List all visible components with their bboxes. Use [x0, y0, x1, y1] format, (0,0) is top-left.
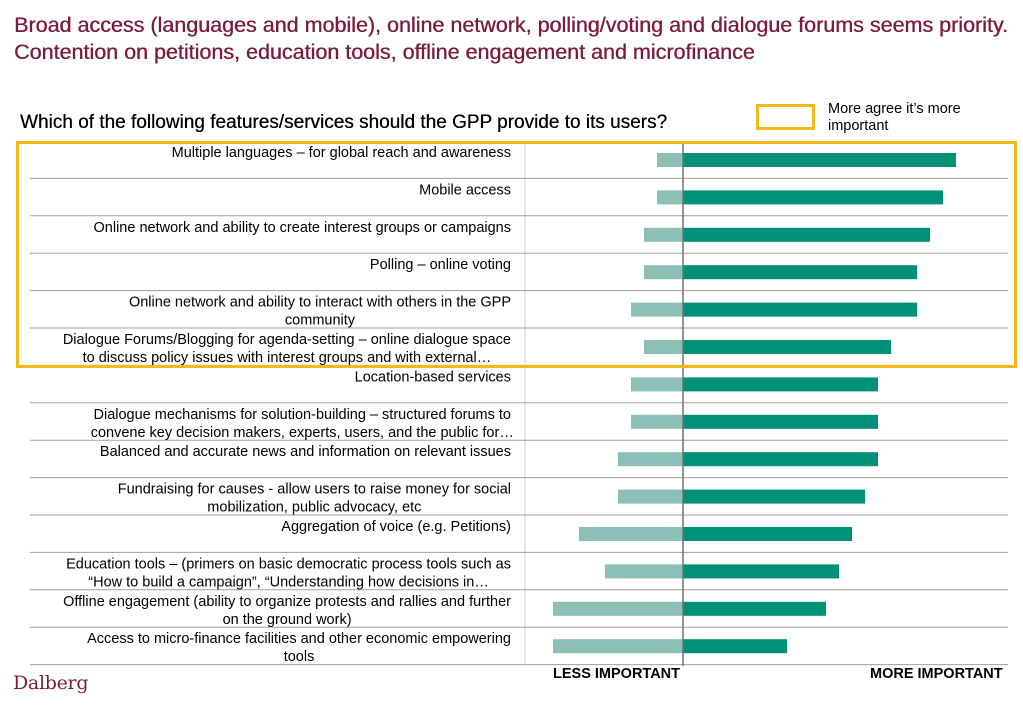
category-label: Dialogue Forums/Blogging for agenda-sett…: [63, 332, 511, 366]
bar-less-important: [631, 377, 683, 392]
bar-more-important: [683, 601, 826, 616]
slide-title: Broad access (languages and mobile), onl…: [14, 13, 1008, 64]
category-label-line: Dialogue mechanisms for solution-buildin…: [94, 407, 511, 423]
category-label: Location-based services: [355, 369, 511, 385]
dalberg-logo: Dalberg: [13, 672, 89, 694]
bar-less-important: [553, 601, 683, 616]
category-label-line: Education tools – (primers on basic demo…: [66, 556, 511, 572]
category-label-line: Location-based services: [355, 369, 511, 385]
bar-more-important: [683, 190, 943, 205]
bar-less-important: [553, 639, 683, 654]
bar-more-important: [683, 452, 878, 467]
category-label-line: “How to build a campaign”, “Understandin…: [88, 574, 489, 590]
bar-more-important: [683, 265, 917, 280]
category-label-line: convene key decision makers, experts, us…: [91, 425, 514, 441]
bar-more-important: [683, 639, 787, 654]
legend-swatch: [756, 104, 815, 130]
category-label-line: Dialogue Forums/Blogging for agenda-sett…: [63, 332, 511, 348]
bar-less-important: [631, 414, 683, 429]
category-label-line: Online network and ability to interact w…: [129, 295, 511, 311]
category-label: Aggregation of voice (e.g. Petitions): [281, 519, 511, 535]
bar-more-important: [683, 489, 865, 504]
bar-more-important: [683, 377, 878, 392]
bar-less-important: [644, 340, 683, 354]
category-label-line: mobilization, public advocacy, etc: [207, 500, 421, 516]
category-label: Access to micro-finance facilities and o…: [87, 631, 511, 665]
legend-text: More agree it’s more important: [828, 101, 961, 134]
bar-less-important: [644, 265, 683, 280]
category-label-line: to discuss policy issues with interest g…: [83, 350, 492, 366]
axis-label-less-important: LESS IMPORTANT: [553, 666, 681, 682]
category-label-line: Online network and ability to create int…: [94, 220, 512, 236]
category-label: Multiple languages – for global reach an…: [172, 145, 511, 161]
category-label-line: on the ground work): [223, 612, 352, 628]
chart-question: Which of the following features/services…: [20, 112, 668, 133]
bar-more-important: [683, 564, 839, 579]
bar-more-important: [683, 227, 930, 242]
bar-less-important: [644, 227, 683, 242]
category-label: Polling – online voting: [370, 257, 511, 273]
category-label: Mobile access: [419, 182, 511, 198]
category-label-line: Offline engagement (ability to organize …: [63, 594, 511, 610]
category-label-line: Mobile access: [419, 182, 511, 198]
bar-less-important: [605, 564, 683, 579]
bar-more-important: [683, 302, 917, 317]
category-label-line: Fundraising for causes - allow users to …: [118, 482, 511, 498]
category-label: Online network and ability to interact w…: [129, 295, 511, 329]
category-label-line: Aggregation of voice (e.g. Petitions): [281, 519, 511, 535]
category-label: Online network and ability to create int…: [94, 220, 512, 236]
category-label: Balanced and accurate news and informati…: [100, 444, 511, 460]
bar-less-important: [657, 153, 683, 167]
category-label: Offline engagement (ability to organize …: [63, 594, 511, 628]
bar-less-important: [618, 489, 683, 504]
highlight-box: [16, 141, 1017, 368]
bar-less-important: [631, 302, 683, 317]
axis-label-more-important: MORE IMPORTANT: [870, 666, 1003, 682]
category-label-line: Balanced and accurate news and informati…: [100, 444, 511, 460]
category-label-line: tools: [284, 649, 315, 665]
bar-less-important: [579, 527, 683, 541]
bar-more-important: [683, 527, 852, 541]
bar-more-important: [683, 414, 878, 429]
category-label-line: Multiple languages – for global reach an…: [172, 145, 511, 161]
bar-less-important: [657, 190, 683, 205]
category-label: Dialogue mechanisms for solution-buildin…: [91, 407, 514, 441]
bar-more-important: [683, 153, 956, 167]
bar-less-important: [618, 452, 683, 467]
category-label-line: Polling – online voting: [370, 257, 511, 273]
category-label-line: community: [285, 313, 356, 329]
bar-more-important: [683, 340, 891, 354]
category-label: Fundraising for causes - allow users to …: [118, 482, 511, 516]
category-label: Education tools – (primers on basic demo…: [66, 556, 511, 590]
category-label-line: Access to micro-finance facilities and o…: [87, 631, 511, 647]
